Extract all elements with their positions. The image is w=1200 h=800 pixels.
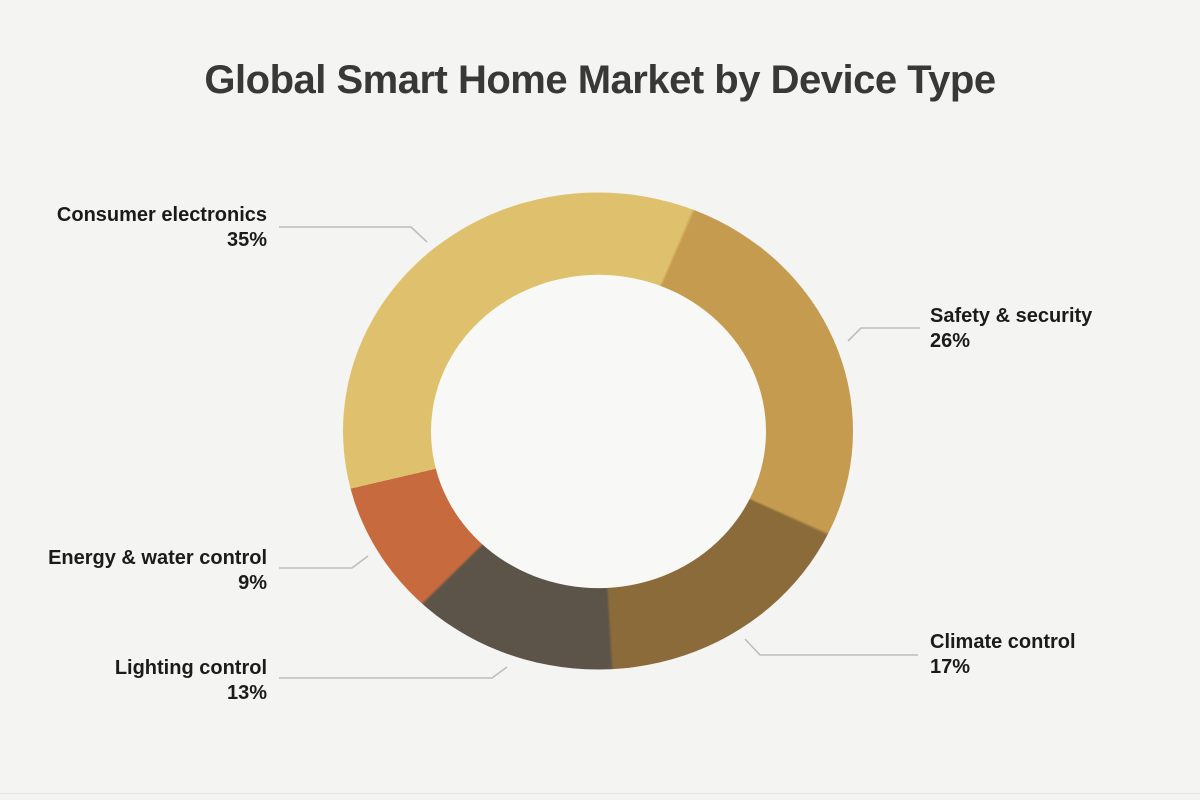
leader-line-safety-security [847, 327, 920, 342]
segment-label-safety-security: Safety & security 26% [930, 304, 1092, 354]
segment-value: 9% [238, 572, 267, 594]
segment-name: Energy & water control [48, 547, 267, 569]
segment-name: Climate control [930, 631, 1076, 653]
segment-label-energy-water-control: Energy & water control 9% [48, 546, 267, 596]
segment-name: Consumer electronics [56, 204, 267, 226]
segment-value: 13% [226, 682, 267, 704]
segment-label-lighting-control: Lighting control 13% [115, 656, 267, 706]
donut-chart [343, 192, 853, 670]
segment-label-climate-control: Climate control 17% [930, 630, 1076, 680]
chart-title: Global Smart Home Market by Device Type [204, 58, 996, 102]
donut-hole [430, 274, 766, 588]
segment-value: 26% [930, 330, 971, 352]
segment-value: 35% [226, 229, 267, 251]
segment-name: Safety & security [930, 305, 1093, 327]
segment-value: 17% [930, 656, 971, 678]
segment-label-consumer-electronics: Consumer electronics 35% [57, 203, 267, 253]
segment-name: Lighting control [114, 657, 267, 679]
bottom-divider [0, 793, 1200, 794]
